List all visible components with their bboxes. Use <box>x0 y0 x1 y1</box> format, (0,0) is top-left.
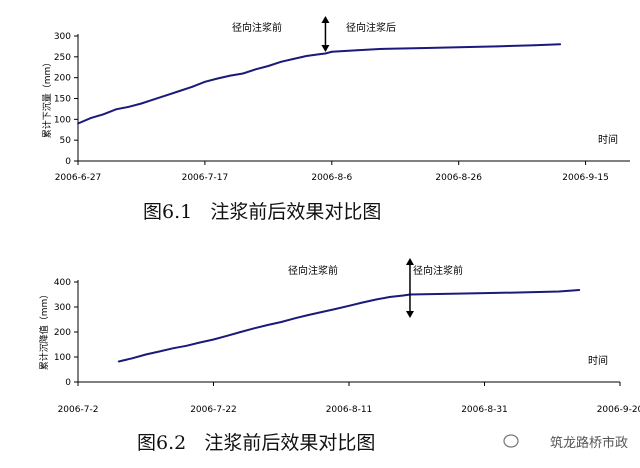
chart2-data-point <box>476 292 479 295</box>
chart2-data-point <box>388 296 391 298</box>
chart1-data-point <box>356 49 359 52</box>
chart1-data-point <box>102 113 105 116</box>
chart1-x-tick-label: 2006-9-15 <box>562 173 609 183</box>
chart2-arrow-head-up <box>405 258 414 265</box>
chart2-y-tick-label: 300 <box>54 303 71 313</box>
chart2-data-point <box>361 301 364 304</box>
chart1-y-tick-label: 200 <box>54 74 71 84</box>
chart2-data-point <box>171 347 174 350</box>
chart2-data-point <box>348 304 350 307</box>
chart1-data-point <box>324 52 327 55</box>
chart2-x-tick-label: 2006-9-20 <box>597 405 640 415</box>
chart2-x-tick-label: 2006-8-31 <box>461 405 508 415</box>
chart1-data-point <box>89 117 92 119</box>
chart2-annotation-before: 径向注浆前 <box>288 264 338 277</box>
chart1-data-point <box>495 45 498 48</box>
chart1-data-point <box>242 72 244 75</box>
chart2-y-axis-title: 累计沉降值（mm） <box>38 290 50 371</box>
watermark: 筑龙路桥市政 <box>549 436 628 451</box>
chart1-data-point <box>292 58 295 60</box>
chart1-data-point <box>419 47 422 49</box>
chart2-arrow-head-down <box>405 311 414 318</box>
chart1-data-point <box>254 68 257 71</box>
chart1-data-point <box>457 46 460 49</box>
chart2-y-tick-label: 0 <box>65 378 71 388</box>
chart2-data-point <box>199 341 201 344</box>
chart2-x-axis-title: 时间 <box>588 354 608 367</box>
chart2-annotation-after: 径向注浆前 <box>413 264 463 277</box>
chart2-data-point <box>131 357 134 360</box>
chart1-data-point <box>115 108 117 111</box>
chart1-data-point <box>216 77 219 80</box>
chart1-data-point <box>127 105 130 108</box>
chart2-x-tick-label: 2006-8-11 <box>326 405 373 415</box>
chart2-y-tick-label: 200 <box>54 328 71 338</box>
chart1-data-point <box>280 60 282 63</box>
chart2-data-point <box>402 294 405 297</box>
chart1-x-tick-label: 2006-8-26 <box>435 173 482 183</box>
chart2-x-tick-label: 2006-7-2 <box>58 405 99 415</box>
figure-6-1-caption: 图6.1 注浆前后效果对比图 <box>143 201 382 223</box>
chart1-data-point <box>203 80 206 83</box>
chart1-arrow-head-down <box>321 45 330 52</box>
chart2-data-point <box>293 317 296 320</box>
chart2-data-point <box>578 289 581 291</box>
figure-6-2-caption: 图6.2 注浆前后效果对比图 <box>137 432 376 454</box>
chart1-data-point <box>533 44 536 47</box>
chart2-data-point <box>144 353 147 356</box>
chart2-x-tick-label: 2006-7-22 <box>190 405 237 415</box>
chart1-series-line <box>77 43 561 125</box>
chart1-y-tick-label: 50 <box>60 136 72 146</box>
chart1-data-point <box>330 50 333 53</box>
chart1-y-tick-label: 300 <box>54 32 71 42</box>
chart1-data-point <box>191 85 194 88</box>
chart2-series-line <box>118 289 580 363</box>
chart1-y-tick-label: 250 <box>54 53 71 63</box>
chart2-data-point <box>117 360 120 363</box>
chart1-annotation-after: 径向注浆后 <box>346 21 396 34</box>
chart1-x-tick-label: 2006-6-27 <box>55 173 102 183</box>
chart1-data-point <box>153 98 156 101</box>
chart1-data-point <box>77 122 79 125</box>
chart2-data-point <box>185 344 188 347</box>
chart1-y-tick-label: 0 <box>65 157 71 167</box>
chart1-data-point <box>381 48 384 50</box>
chart1-data-point <box>165 94 168 97</box>
chart1-y-tick-label: 150 <box>54 95 71 105</box>
chart2-data-point <box>158 350 161 353</box>
chart2-data-point <box>517 291 520 294</box>
chart2-data-point <box>253 327 256 330</box>
chart2-y-tick-label: 100 <box>54 353 71 363</box>
chart1-data-point <box>140 102 143 105</box>
chart2-data-point <box>212 338 215 341</box>
chart1-data-point <box>305 55 308 57</box>
chart1-annotation-before: 径向注浆前 <box>232 21 282 34</box>
chart2-data-point <box>558 290 560 293</box>
chart2-y-tick-label: 400 <box>54 278 71 288</box>
chart1-data-point <box>178 90 181 92</box>
chart2-data-point <box>307 314 310 316</box>
chart1-arrow-head-up <box>321 16 330 23</box>
chart2-data-point <box>334 308 337 310</box>
chart1-y-tick-label: 100 <box>54 115 71 125</box>
chart2-data-point <box>280 321 283 323</box>
chart2-data-point <box>239 331 242 333</box>
chart2-data-point <box>436 293 438 295</box>
chart2-data-point <box>375 298 377 301</box>
chart1-data-point <box>267 65 270 67</box>
chart2-data-point <box>321 311 323 313</box>
chart1-data-point <box>229 74 232 77</box>
chart1-x-axis-title: 时间 <box>598 133 618 146</box>
chart1-data-point <box>559 43 562 46</box>
chart1-y-axis-title: 累计下沉量（mm） <box>41 58 53 139</box>
chart1-x-tick-label: 2006-7-17 <box>182 173 229 183</box>
chart2-data-point <box>266 324 269 326</box>
watermark-icon <box>503 434 519 448</box>
chart2-data-point <box>226 334 228 337</box>
chart1-data-point <box>318 53 321 56</box>
chart1-x-tick-label: 2006-8-6 <box>311 173 352 183</box>
